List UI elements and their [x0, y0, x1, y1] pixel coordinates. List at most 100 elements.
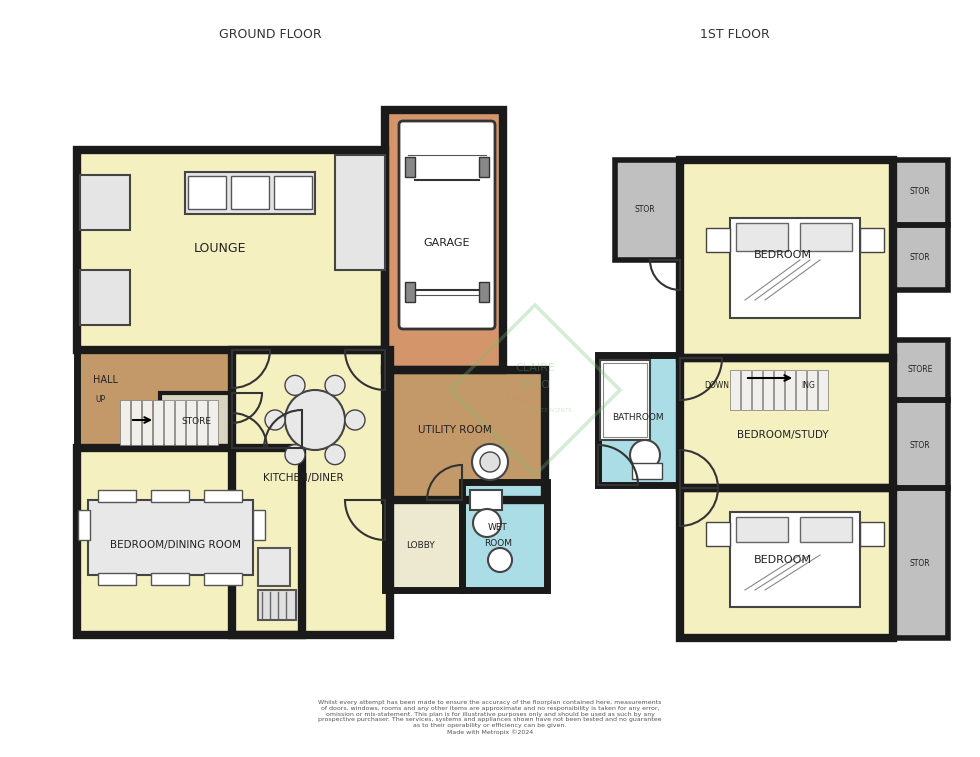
Bar: [680, 358, 893, 488]
Bar: [232, 350, 390, 635]
Circle shape: [325, 444, 345, 465]
Bar: [598, 355, 680, 485]
Bar: [600, 360, 650, 440]
Text: BEDROOM: BEDROOM: [754, 555, 812, 565]
Bar: [818, 370, 828, 410]
Circle shape: [285, 390, 345, 450]
Bar: [860, 228, 884, 252]
Text: GROUND FLOOR: GROUND FLOOR: [219, 29, 321, 42]
Bar: [231, 176, 269, 209]
Bar: [860, 522, 884, 546]
Bar: [680, 358, 893, 488]
Bar: [706, 228, 730, 252]
Bar: [88, 500, 253, 575]
Text: 1ST FLOOR: 1ST FLOOR: [700, 29, 770, 42]
Text: BEDROOM/STUDY: BEDROOM/STUDY: [737, 430, 829, 440]
Bar: [385, 500, 462, 590]
Bar: [893, 488, 948, 638]
Text: DOWN: DOWN: [705, 381, 729, 390]
Bar: [736, 223, 788, 251]
Text: BEDROOM: BEDROOM: [754, 250, 812, 260]
Text: LOUNGE: LOUNGE: [194, 241, 246, 254]
Bar: [164, 400, 174, 445]
Bar: [186, 400, 196, 445]
Bar: [385, 370, 545, 500]
Bar: [385, 110, 503, 370]
Text: BERO: BERO: [519, 380, 551, 390]
Bar: [800, 517, 852, 542]
Bar: [893, 400, 948, 488]
Circle shape: [285, 444, 305, 465]
Bar: [800, 223, 852, 251]
Bar: [98, 490, 136, 502]
Bar: [893, 400, 948, 488]
Bar: [175, 400, 185, 445]
Text: STORE: STORE: [181, 418, 211, 426]
Bar: [142, 400, 152, 445]
Bar: [80, 175, 130, 230]
Bar: [120, 400, 130, 445]
Bar: [680, 488, 893, 638]
Bar: [462, 482, 547, 590]
Bar: [632, 463, 662, 479]
Circle shape: [488, 548, 512, 572]
Text: UTILITY ROOM: UTILITY ROOM: [418, 425, 492, 435]
Bar: [77, 350, 232, 448]
Circle shape: [285, 375, 305, 395]
Bar: [479, 282, 489, 302]
Text: STOR: STOR: [909, 188, 930, 197]
Bar: [204, 490, 242, 502]
Bar: [153, 400, 163, 445]
Bar: [253, 510, 265, 540]
Text: BEDROOM/DINING ROOM: BEDROOM/DINING ROOM: [110, 540, 240, 550]
Bar: [385, 110, 503, 370]
Bar: [680, 160, 735, 595]
Text: UP: UP: [95, 395, 105, 404]
Text: GARAGE: GARAGE: [423, 238, 470, 248]
Circle shape: [473, 509, 501, 537]
Bar: [204, 573, 242, 585]
Bar: [197, 400, 207, 445]
Bar: [470, 490, 502, 510]
Circle shape: [630, 440, 660, 470]
Circle shape: [480, 452, 500, 472]
Text: CLAIRE: CLAIRE: [515, 363, 555, 373]
Bar: [736, 517, 788, 542]
Bar: [796, 370, 806, 410]
Bar: [603, 363, 647, 437]
Bar: [893, 160, 948, 225]
Bar: [680, 160, 893, 358]
Circle shape: [345, 410, 365, 430]
Text: HALL: HALL: [92, 375, 118, 385]
Bar: [77, 448, 302, 635]
Circle shape: [472, 444, 508, 480]
Bar: [893, 225, 948, 290]
Bar: [232, 350, 390, 635]
Text: WET: WET: [488, 524, 508, 532]
Text: KITCHEN/DINER: KITCHEN/DINER: [263, 473, 343, 483]
Bar: [680, 160, 893, 358]
Bar: [80, 270, 130, 325]
Bar: [160, 393, 232, 448]
Bar: [77, 150, 385, 350]
Bar: [893, 340, 948, 400]
Bar: [188, 176, 226, 209]
Bar: [785, 370, 795, 410]
Bar: [893, 340, 948, 400]
Bar: [385, 370, 545, 500]
Text: LOBBY: LOBBY: [406, 540, 434, 550]
Text: ONE: ONE: [505, 393, 529, 403]
Circle shape: [265, 410, 285, 430]
Bar: [752, 370, 762, 410]
Bar: [77, 448, 302, 635]
Bar: [730, 218, 860, 318]
Bar: [185, 172, 315, 214]
Bar: [598, 355, 680, 485]
Bar: [807, 370, 817, 410]
Bar: [680, 488, 893, 638]
Bar: [98, 573, 136, 585]
Bar: [274, 176, 312, 209]
Text: Whilst every attempt has been made to ensure the accuracy of the floorplan conta: Whilst every attempt has been made to en…: [318, 700, 662, 735]
Text: STORE: STORE: [907, 366, 933, 375]
Text: ESTATE AGENTS: ESTATE AGENTS: [528, 407, 571, 413]
